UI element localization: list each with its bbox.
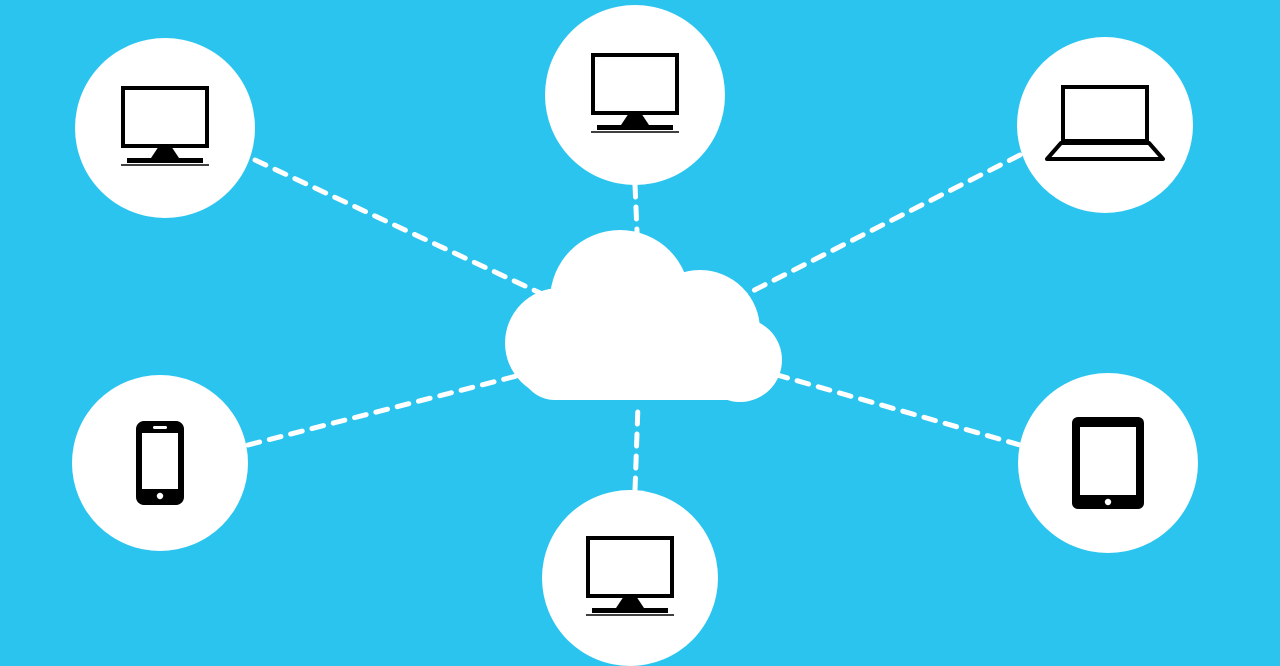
connection-line-bottom-center [635,405,638,490]
device-node-bg-top-left [75,38,255,218]
device-node-bg-top-center [545,5,725,185]
phone-icon [136,421,184,505]
device-node-bottom-center [542,490,718,666]
device-node-bg-top-right [1017,37,1193,213]
device-node-bg-bottom-center [542,490,718,666]
device-node-top-center [545,5,725,185]
device-node-bottom-left [72,375,248,551]
device-node-bottom-right [1018,373,1198,553]
device-node-top-left [75,38,255,218]
tablet-icon [1072,417,1144,509]
cloud-network-diagram [0,0,1280,666]
device-node-top-right [1017,37,1193,213]
diagram-canvas [0,0,1280,666]
